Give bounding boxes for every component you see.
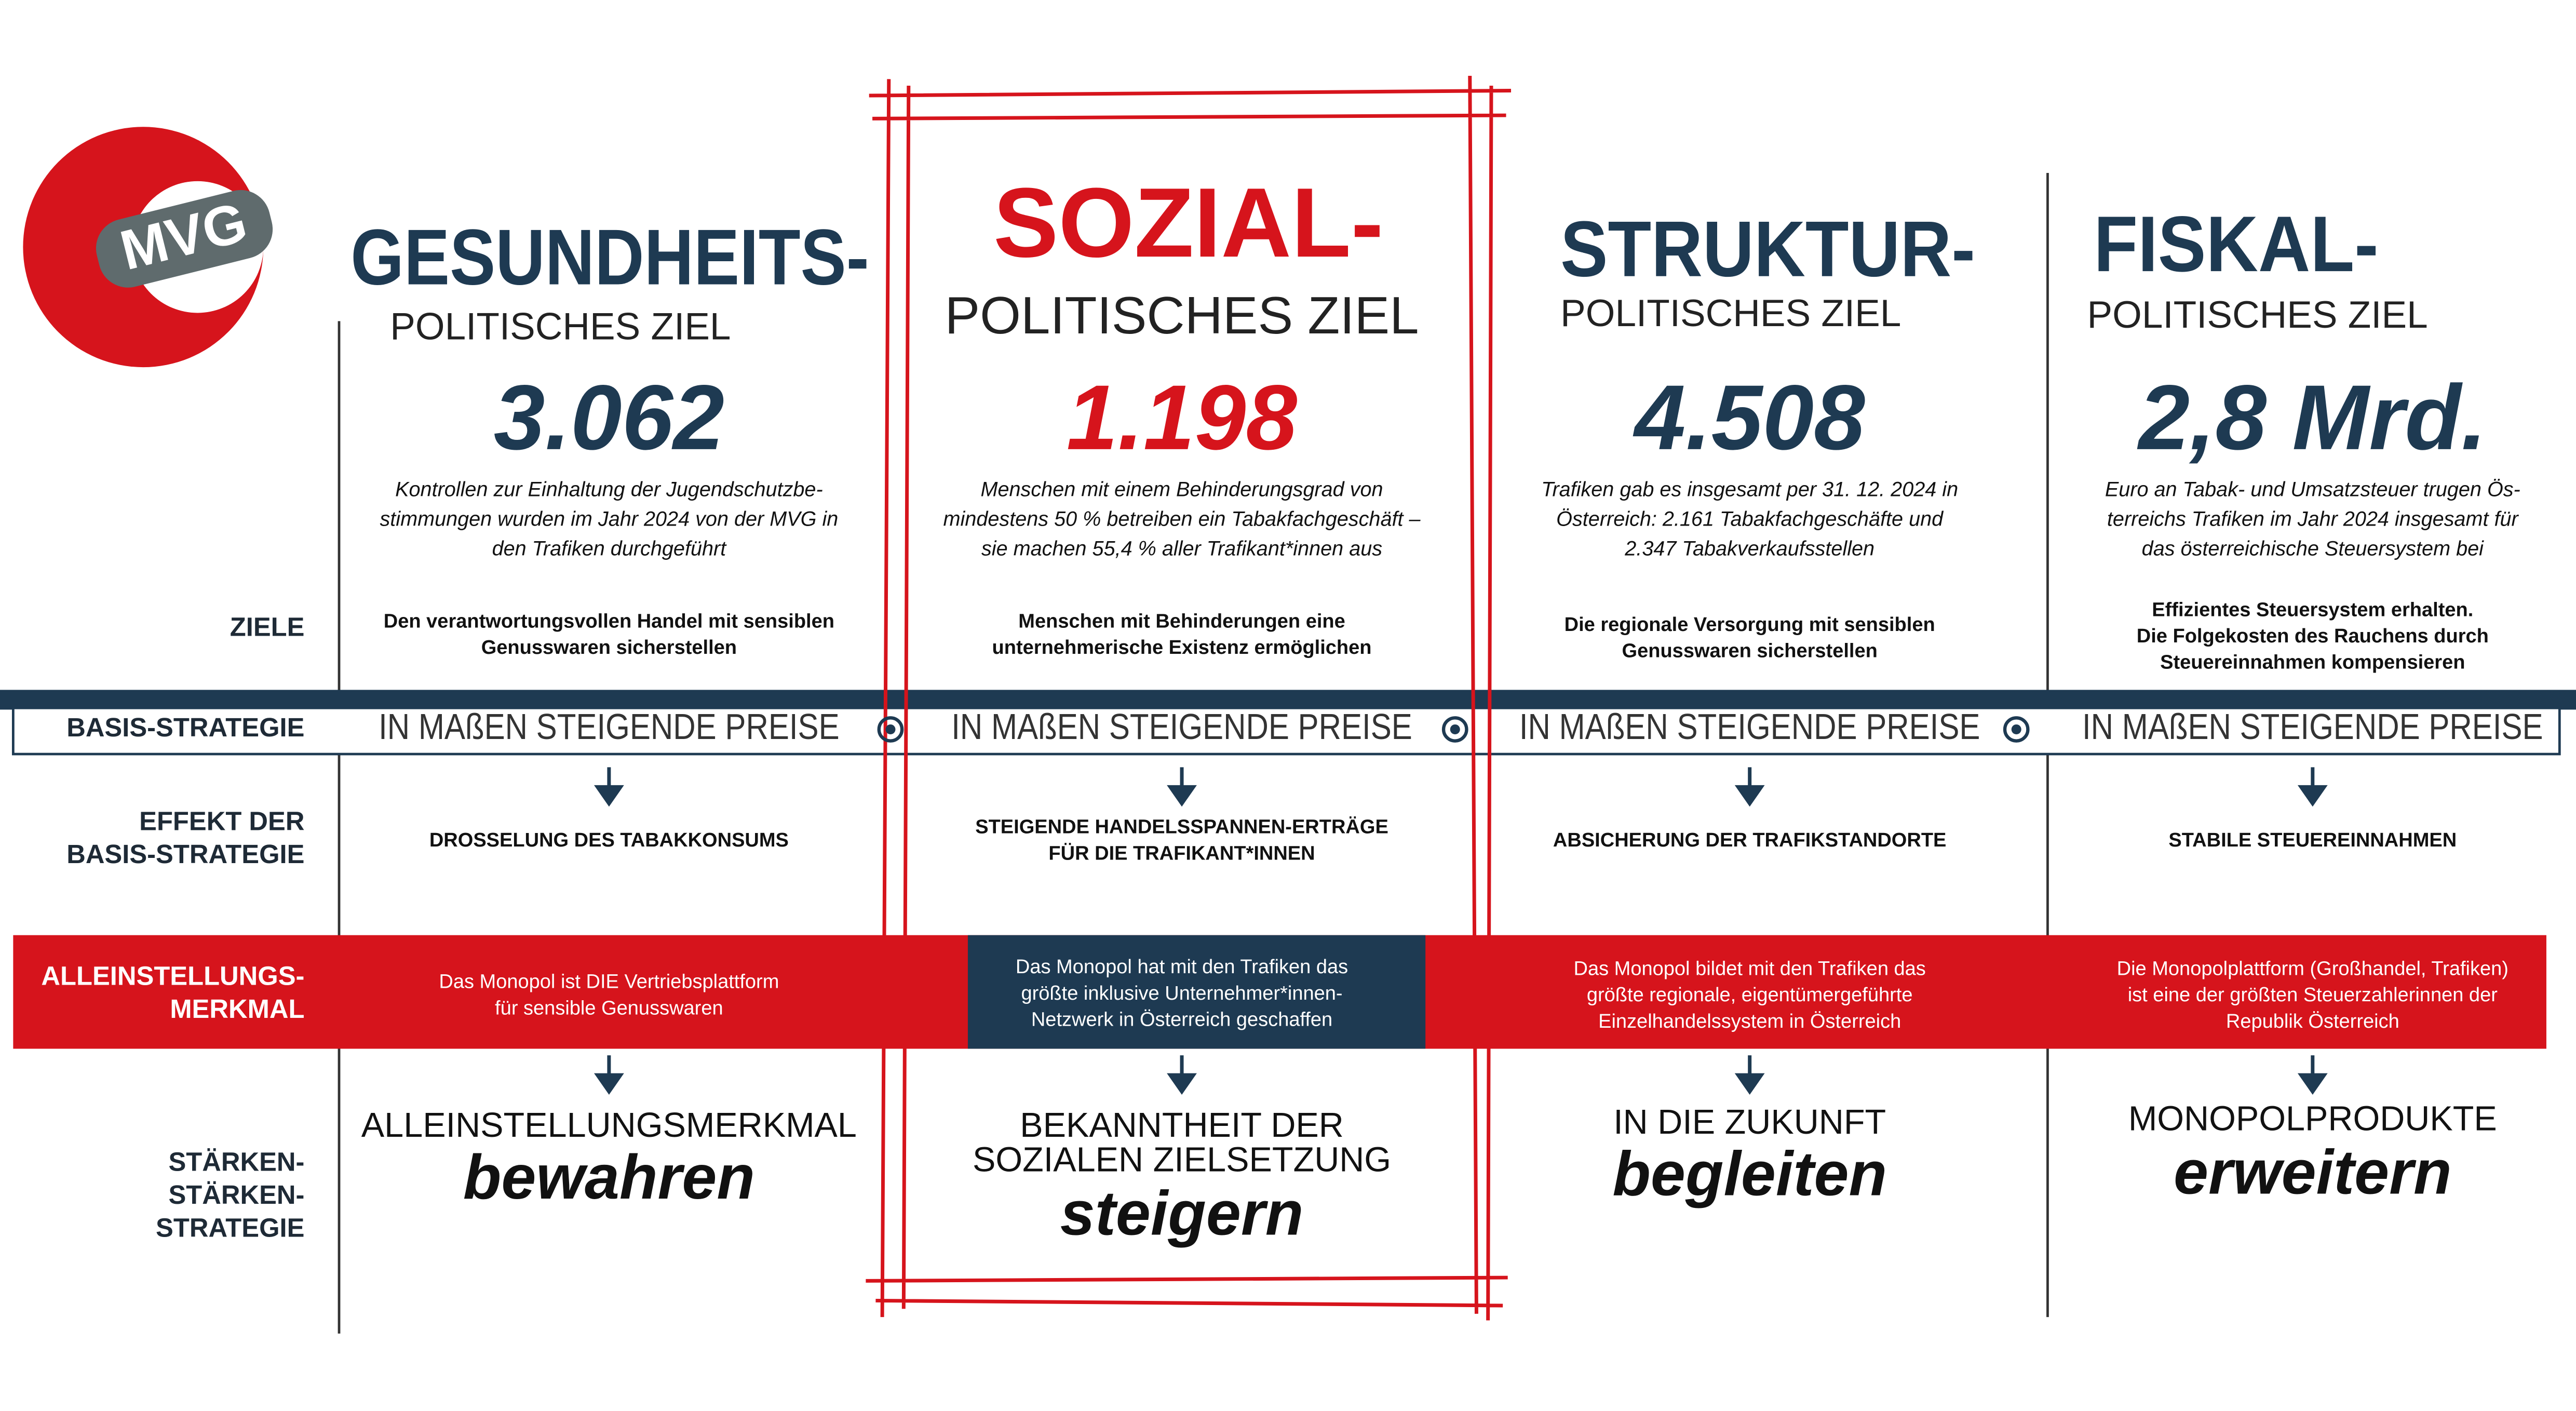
strength-text: SOZIALEN ZIELSETZUNG xyxy=(973,1141,1391,1179)
hand-drawn-frame xyxy=(866,75,1512,1321)
usp-text: größte regionale, eigentümergeführte xyxy=(1587,984,1913,1006)
bullet xyxy=(877,716,904,743)
arrow xyxy=(1734,1055,1765,1095)
column-title: STRUKTUR- xyxy=(1560,205,1975,293)
usp-text: Einzelhandelssystem in Österreich xyxy=(1598,1011,1901,1032)
arrow xyxy=(2297,1055,2328,1095)
row-label: BASIS-STRATEGIE xyxy=(66,713,304,742)
figure-text: Menschen mit einem Behinderungsgrad von xyxy=(981,478,1383,501)
strength-text: IN DIE ZUKUNFT xyxy=(1613,1103,1886,1141)
column-subtitle: POLITISCHES ZIEL xyxy=(390,305,731,347)
row-label: BASIS-STRATEGIE xyxy=(66,839,304,869)
row-label: ALLEINSTELLUNGS- xyxy=(41,961,304,991)
figure-text: 2.347 Tabakverkaufsstellen xyxy=(1624,537,1874,560)
figure-text: terreichs Trafiken im Jahr 2024 insgesam… xyxy=(2107,507,2519,530)
effect-text: FÜR DIE TRAFIKANT*INNEN xyxy=(1048,842,1315,864)
goal-text: Steuereinnahmen kompensieren xyxy=(2160,652,2465,674)
usp-text: für sensible Genusswaren xyxy=(495,997,723,1019)
effect-text: STABILE STEUEREINNAHMEN xyxy=(2168,829,2457,851)
key-figure: 1.198 xyxy=(1067,366,1297,469)
goal-text: unternehmerische Existenz ermöglichen xyxy=(992,637,1372,659)
bullet xyxy=(2011,724,2021,734)
key-figure: 2,8 Mrd. xyxy=(2137,366,2487,469)
goal-text: Die regionale Versorgung mit sensiblen xyxy=(1565,614,1935,636)
figure-text: Euro an Tabak- und Umsatzsteuer trugen Ö… xyxy=(2105,478,2520,501)
figure-text: sie machen 55,4 % aller Trafikant*innen … xyxy=(981,537,1382,560)
logo-badge xyxy=(96,190,273,288)
basis-box xyxy=(11,706,2561,756)
goal-text: Genusswaren sicherstellen xyxy=(481,637,737,659)
strength-text: BEKANNTHEIT DER xyxy=(1020,1106,1344,1145)
strength-verb: bewahren xyxy=(463,1142,755,1212)
row-label: STÄRKEN- xyxy=(168,1147,304,1177)
figure-text: stimmungen wurden im Jahr 2024 von der M… xyxy=(380,507,838,530)
arrow xyxy=(1734,767,1765,807)
figure-text: Kontrollen zur Einhaltung der Jugendschu… xyxy=(395,478,823,501)
column-title: GESUNDHEITS- xyxy=(350,213,869,302)
figure-text: Trafiken gab es insgesamt per 31. 12. 20… xyxy=(1541,478,1958,501)
key-figure: 3.062 xyxy=(494,366,724,469)
figure-text: das österreichische Steuersystem bei xyxy=(2142,537,2484,560)
usp-text: Die Monopolplattform (Großhandel, Trafik… xyxy=(2117,958,2508,979)
goal-text: Menschen mit Behinderungen eine xyxy=(1018,610,1345,632)
key-figure: 4.508 xyxy=(1633,366,1865,469)
logo: MVG xyxy=(23,127,273,368)
basis-text: IN MAßEN STEIGENDE PREISE xyxy=(2082,706,2543,747)
arrow xyxy=(594,1055,624,1095)
bullet xyxy=(885,724,896,734)
column-title: SOZIAL- xyxy=(993,168,1383,278)
strength-verb: begleiten xyxy=(1612,1139,1887,1209)
usp-text: Das Monopol ist DIE Vertriebsplattform xyxy=(439,971,779,993)
strength-text: MONOPOLPRODUKTE xyxy=(2128,1099,2497,1138)
column-subtitle: POLITISCHES ZIEL xyxy=(2087,294,2428,336)
arrow xyxy=(594,767,624,807)
basis-text: IN MAßEN STEIGENDE PREISE xyxy=(1519,706,1980,747)
effect-text: ABSICHERUNG DER TRAFIKSTANDORTE xyxy=(1553,829,1946,851)
usp-highlight xyxy=(967,935,1426,1049)
bullet xyxy=(2003,716,2030,743)
effect-text: DROSSELUNG DES TABAKKONSUMS xyxy=(429,829,789,851)
bullet xyxy=(1441,716,1468,743)
goal-text: Die Folgekosten des Rauchens durch xyxy=(2137,625,2489,647)
basis-band xyxy=(0,690,2576,710)
figure-text: Österreich: 2.161 Tabakfachgeschäfte und xyxy=(1556,507,1944,530)
row-label: STRATEGIE xyxy=(156,1213,304,1243)
arrow xyxy=(1167,1055,1197,1095)
basis-text: IN MAßEN STEIGENDE PREISE xyxy=(951,706,1412,747)
strength-verb: steigern xyxy=(1060,1178,1304,1248)
row-label: MERKMAL xyxy=(170,994,304,1024)
effect-text: STEIGENDE HANDELSSPANNEN-ERTRÄGE xyxy=(975,816,1388,838)
usp-text: Netzwerk in Österreich geschaffen xyxy=(1031,1009,1332,1031)
figure-text: den Trafiken durchgeführt xyxy=(492,537,727,560)
goal-text: Genusswaren sicherstellen xyxy=(1622,640,1878,662)
row-label: ZIELE xyxy=(230,612,305,641)
strength-text: ALLEINSTELLUNGSMERKMAL xyxy=(361,1106,857,1145)
figure-text: mindestens 50 % betreiben ein Tabakfachg… xyxy=(943,507,1421,530)
row-label: EFFEKT DER xyxy=(139,807,304,836)
basis-text: IN MAßEN STEIGENDE PREISE xyxy=(379,706,840,747)
usp-text: größte inklusive Unternehmer*innen- xyxy=(1021,983,1342,1004)
column-subtitle: POLITISCHES ZIEL xyxy=(1560,292,1901,334)
goal-text: Effizientes Steuersystem erhalten. xyxy=(2152,599,2473,621)
usp-text: ist eine der größten Steuerzahlerinnen d… xyxy=(2128,984,2498,1006)
bullet xyxy=(1450,724,1460,734)
arrow xyxy=(2297,767,2328,807)
arrow xyxy=(1167,767,1197,807)
usp-text: Das Monopol hat mit den Trafiken das xyxy=(1016,956,1348,978)
column-title: FISKAL- xyxy=(2094,200,2378,288)
usp-text: Republik Österreich xyxy=(2226,1011,2399,1032)
goal-text: Den verantwortungsvollen Handel mit sens… xyxy=(384,610,834,632)
usp-text: Das Monopol bildet mit den Trafiken das xyxy=(1574,958,1926,979)
row-label: STÄRKEN- xyxy=(168,1180,304,1210)
column-subtitle: POLITISCHES ZIEL xyxy=(945,286,1419,345)
strength-verb: erweitern xyxy=(2174,1137,2452,1207)
